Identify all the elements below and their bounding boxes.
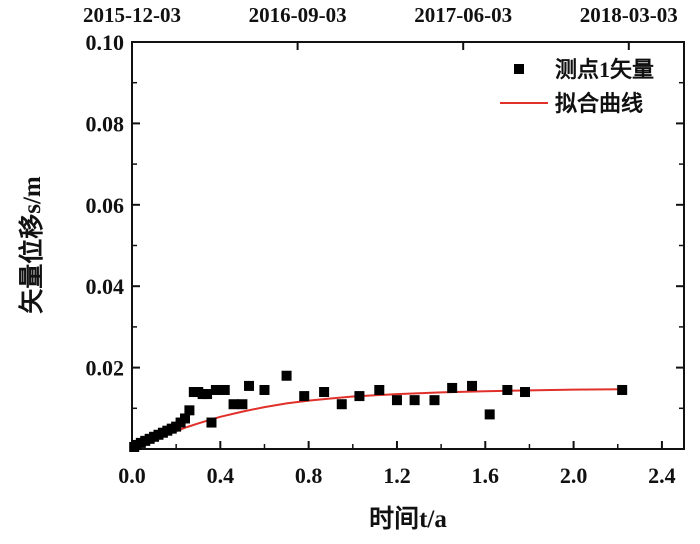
scatter-point (210, 384, 221, 395)
legend-label-scatter: 测点1矢量 (555, 57, 654, 82)
scatter-point (429, 395, 440, 406)
scatter-point (299, 391, 310, 402)
x-tick-label: 2.4 (648, 463, 676, 488)
y-axis-title: 矢量位移s/m (17, 176, 46, 314)
scatter-point (244, 380, 255, 391)
scatter-points-layer (129, 370, 628, 452)
scatter-point (319, 387, 330, 398)
scatter-point (409, 395, 420, 406)
legend: 测点1矢量 拟合曲线 (500, 57, 654, 116)
x-tick-label: 2.0 (560, 463, 588, 488)
scatter-point (228, 399, 239, 410)
x-tick-label: 1.6 (472, 463, 500, 488)
y-axis-ticks: 0.02 0.04 0.06 0.08 0.10 (86, 30, 684, 410)
x-tick-label: 0.8 (295, 463, 323, 488)
scatter-point (281, 370, 292, 381)
top-tick-label: 2016-09-03 (249, 3, 347, 27)
y-tick-label: 0.10 (86, 30, 125, 55)
x-tick-label: 0.0 (118, 463, 146, 488)
x-axis-title: 时间t/a (369, 505, 447, 533)
scatter-point (179, 413, 190, 424)
scatter-point (206, 417, 217, 428)
scatter-point (617, 384, 628, 395)
scatter-point (237, 399, 248, 410)
scatter-point (354, 391, 365, 402)
scatter-point (520, 387, 531, 398)
scatter-point (467, 380, 478, 391)
scatter-point (447, 382, 458, 393)
x-tick-label: 1.2 (383, 463, 411, 488)
scatter-point (484, 409, 495, 420)
legend-marker-scatter (514, 64, 524, 74)
scatter-point (219, 384, 230, 395)
scatter-point (391, 395, 402, 406)
top-axis-ticks: 2015-12-03 2016-09-03 2017-06-03 2018-03-03 (83, 3, 678, 50)
scatter-point (184, 405, 195, 416)
y-tick-label: 0.08 (86, 111, 125, 136)
top-tick-label: 2017-06-03 (414, 3, 512, 27)
y-tick-label: 0.02 (86, 356, 125, 381)
legend-label-fit: 拟合曲线 (555, 91, 643, 116)
y-tick-label: 0.04 (86, 274, 125, 299)
scatter-point (336, 399, 347, 410)
x-axis-ticks: 0.0 0.4 0.8 1.2 1.6 2.0 2.4 (118, 441, 676, 488)
scatter-point (259, 384, 270, 395)
top-tick-label: 2015-12-03 (83, 3, 181, 27)
top-tick-label: 2018-03-03 (580, 3, 678, 27)
y-tick-label: 0.06 (86, 193, 125, 218)
scatter-point (374, 384, 385, 395)
scatter-point (202, 389, 213, 400)
x-tick-label: 0.4 (207, 463, 235, 488)
scatter-point (502, 384, 513, 395)
